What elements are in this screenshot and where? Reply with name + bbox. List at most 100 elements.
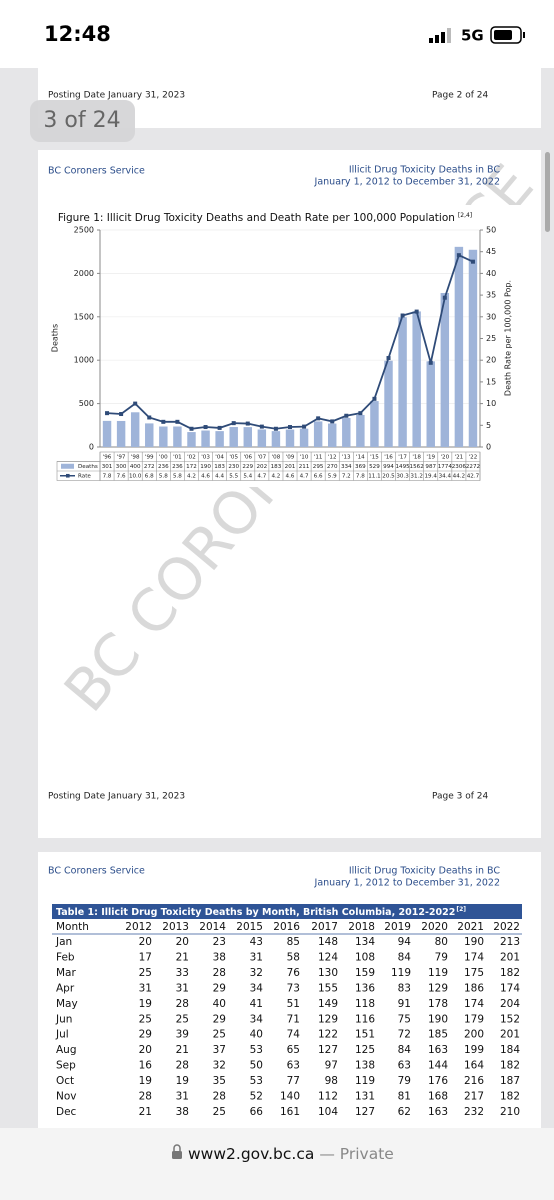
table-cell: 80 [435,936,448,948]
table-cell: 21 [176,951,189,963]
table-cell: 124 [318,951,338,963]
marker [358,411,363,416]
table-cell: 35 [213,1075,226,1087]
bar [257,429,267,447]
table-cell: 161 [280,1106,300,1118]
marker [470,259,475,264]
marker [231,421,236,426]
table-cell: 152 [500,1013,520,1025]
data-table-value: 270 [327,464,338,470]
table-cell: 28 [139,1091,152,1103]
clock: 12:48 [44,22,111,46]
x-tick-label: '04 [215,454,224,460]
y-axis-label: Deaths [51,324,60,352]
table-cell: 58 [287,951,300,963]
data-table-value: 5.9 [328,473,337,479]
legend-swatch [66,473,70,478]
table-cell: 51 [287,998,300,1010]
marker [372,396,377,401]
table-cell: 53 [250,1044,263,1056]
table-cell: 77 [287,1075,300,1087]
x-tick-label: '99 [145,454,154,460]
bar [285,429,295,447]
table-cell: 32 [250,967,263,979]
table-cell: 83 [398,982,411,994]
table-cell: 122 [318,1029,338,1041]
column-header: 2021 [457,921,484,933]
data-table-value: 4.2 [271,473,280,479]
table-cell: 52 [250,1091,263,1103]
table-cell: 127 [355,1106,375,1118]
marker [105,411,110,416]
url[interactable]: www2.gov.bc.ca [188,1145,314,1163]
x-tick-label: '03 [201,454,210,460]
bar [342,418,351,447]
x-tick-label: '05 [229,454,238,460]
y2-tick-label: 20 [486,356,496,365]
table-cell: 159 [355,967,375,979]
x-tick-label: '02 [187,454,196,460]
table-cell: 84 [398,951,412,963]
table-cell: 190 [464,936,484,948]
address-bar[interactable]: www2.gov.bc.ca — Private [188,1145,394,1163]
data-table-value: 2272 [466,464,480,470]
y2-tick-label: 10 [486,399,496,408]
table-title-note: [2] [456,906,466,913]
table-cell: 20 [176,936,189,948]
marker [273,426,278,431]
y-tick-label: 1000 [74,356,94,365]
data-table-value: 272 [144,464,155,470]
table-cell: 16 [139,1060,153,1072]
marker [133,401,138,406]
table-cell: 163 [428,1044,448,1056]
table-cell: 178 [428,998,448,1010]
column-header: 2013 [162,921,189,933]
table-cell: 200 [464,1029,484,1041]
chart-title: Figure 1: Illicit Drug Toxicity Deaths a… [58,212,455,224]
marker [259,424,264,429]
marker [189,426,194,431]
header-right: Illicit Drug Toxicity Deaths in BC [349,866,501,877]
table-cell: 179 [464,1013,484,1025]
status-bar [0,0,554,68]
battery-icon [490,26,525,44]
bar [173,426,182,447]
data-table-value: 4.6 [286,473,295,479]
bar [454,246,464,447]
table-cell: 38 [176,1106,189,1118]
bar [313,421,323,447]
bar [370,401,379,447]
column-header: 2012 [125,921,152,933]
bar [229,427,238,447]
data-table-value: 229 [242,464,253,470]
table-cell: 41 [250,998,263,1010]
bar [102,420,112,447]
x-tick-label: '06 [243,454,252,460]
x-tick-label: '00 [159,454,168,460]
page-indicator-text: 3 of 24 [43,108,120,133]
table-cell: 232 [464,1106,484,1118]
table-cell: 20 [139,1044,152,1056]
table-cell: 53 [250,1075,263,1087]
table-cell: 23 [213,936,226,948]
table-cell: 163 [428,1106,448,1118]
marker [330,419,335,424]
chart: 0 500 1000 1500 2000 2500 0 5 10 15 20 25 30 35 40 45 50… [56,226,496,481]
table-cell: 81 [398,1091,411,1103]
y2-axis-label: Death Rate per 100,000 Pop. [504,280,513,396]
y2-tick-label: 45 [486,247,496,256]
footer-left: Posting Date January 31, 2023 [48,91,185,101]
table-cell: 79 [398,1075,411,1087]
bar [328,423,337,447]
table-cell: 201 [500,951,520,963]
data-table-value: 369 [355,464,366,470]
data-table-value: 183 [214,464,225,470]
row-label: May [56,998,78,1010]
table-cell: 174 [464,998,484,1010]
table-cell: 91 [398,998,411,1010]
table-cell: 37 [213,1044,226,1056]
table-cell: 31 [176,1091,189,1103]
y2-tick-label: 15 [486,377,496,386]
